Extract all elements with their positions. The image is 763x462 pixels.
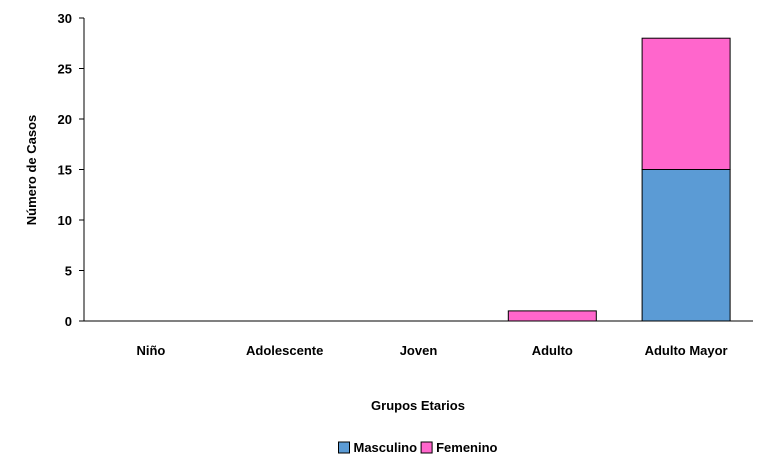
y-tick-label-6: 30 (58, 11, 72, 26)
legend: Masculino Femenino (338, 440, 498, 455)
y-axis-title: Número de Casos (24, 115, 39, 226)
legend-label-femenino: Femenino (436, 440, 497, 455)
x-axis-title: Grupos Etarios (371, 398, 465, 413)
x-tick-label-2: Joven (400, 343, 438, 358)
y-tick-label-4: 20 (58, 112, 72, 127)
x-tick-label-3: Adulto (532, 343, 573, 358)
x-tick-label-4: Adulto Mayor (645, 343, 728, 358)
y-tick-label-0: 0 (65, 314, 72, 329)
x-tick-label-0: Niño (136, 343, 165, 358)
bar-masculino-4 (641, 169, 731, 322)
x-tick-label-1: Adolescente (246, 343, 323, 358)
y-tick-label-3: 15 (58, 163, 72, 178)
legend-swatch-femenino (420, 441, 433, 454)
y-tick-labels: 0 5 10 15 20 25 30 (58, 11, 84, 329)
legend-swatch-masculino (338, 441, 350, 454)
x-tick-labels: Niño Adolescente Joven Adulto Adulto Mayor (136, 343, 727, 358)
y-tick-label-2: 10 (58, 213, 72, 228)
y-tick-label-1: 5 (65, 264, 72, 279)
bar-femenino-3 (507, 310, 597, 322)
bars-layer (507, 37, 731, 322)
y-tick-label-5: 25 (58, 62, 72, 77)
bar-femenino-4 (641, 37, 731, 171)
legend-label-masculino: Masculino (354, 440, 418, 455)
